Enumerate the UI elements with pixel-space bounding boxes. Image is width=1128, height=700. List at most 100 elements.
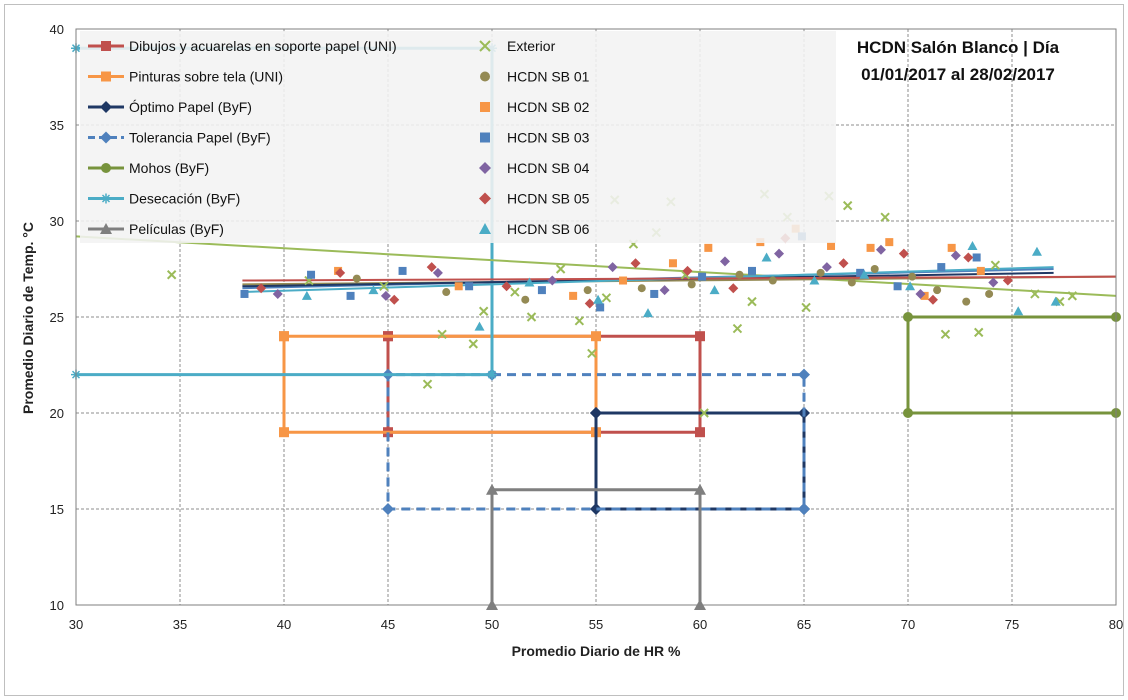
point-series-5 — [963, 252, 974, 263]
point-series-0 — [1067, 291, 1078, 301]
legend-marker — [100, 101, 112, 113]
point-series-5 — [1002, 275, 1013, 286]
point-series-4 — [432, 267, 443, 278]
point-series-3 — [398, 266, 407, 275]
point-series-4 — [774, 248, 785, 259]
trendline-5 — [242, 275, 1117, 282]
point-series-0 — [422, 379, 433, 389]
x-tick-label: 50 — [485, 617, 499, 632]
legend-label: Películas (ByF) — [129, 221, 224, 237]
zone-marker — [798, 503, 810, 515]
point-series-5 — [838, 258, 849, 269]
point-series-3 — [465, 282, 474, 291]
zone-marker — [903, 408, 913, 418]
y-tick-label: 10 — [50, 598, 64, 613]
point-series-6 — [368, 285, 379, 295]
point-series-4 — [821, 262, 832, 273]
point-series-0 — [526, 312, 537, 322]
point-series-1 — [768, 276, 777, 285]
point-series-1 — [985, 289, 994, 298]
legend-label: HCDN SB 03 — [507, 130, 590, 146]
point-series-3 — [856, 268, 865, 277]
point-series-2 — [619, 276, 628, 285]
legend-label: HCDN SB 01 — [507, 69, 590, 85]
point-series-0 — [880, 212, 890, 222]
point-series-6 — [524, 277, 535, 287]
legend-marker — [479, 223, 491, 234]
point-series-0 — [574, 316, 585, 326]
zone-marker — [279, 427, 289, 438]
point-series-3 — [346, 291, 355, 300]
zone-marker — [903, 312, 913, 322]
point-series-2 — [454, 282, 463, 291]
point-series-5 — [256, 283, 267, 294]
legend-marker — [480, 102, 490, 112]
legend-marker — [479, 162, 491, 174]
legend-label: HCDN SB 02 — [507, 99, 590, 115]
point-series-0 — [510, 287, 520, 297]
legend-marker — [480, 71, 490, 82]
legend-marker — [101, 71, 111, 82]
point-series-5 — [501, 281, 512, 292]
point-series-3 — [748, 266, 756, 275]
point-series-2 — [827, 241, 836, 250]
x-tick-label: 70 — [901, 617, 915, 632]
point-series-4 — [988, 277, 999, 288]
point-series-5 — [682, 265, 693, 276]
point-series-5 — [426, 262, 437, 273]
legend-marker — [101, 41, 111, 51]
point-series-3 — [537, 286, 546, 295]
point-series-6 — [967, 240, 978, 250]
point-series-5 — [927, 294, 938, 305]
x-tick-label: 80 — [1109, 617, 1123, 632]
point-series-0 — [974, 327, 984, 338]
zone-marker — [279, 331, 289, 342]
point-series-6 — [761, 252, 772, 262]
legend-label: Tolerancia Papel (ByF) — [129, 130, 271, 146]
zone-marker — [486, 483, 498, 495]
point-series-0 — [437, 329, 447, 339]
y-tick-label: 20 — [50, 406, 64, 421]
point-series-2 — [569, 291, 578, 300]
point-series-2 — [866, 243, 875, 252]
point-series-1 — [816, 268, 825, 277]
point-series-1 — [933, 286, 942, 295]
zone-line-1 — [282, 334, 598, 434]
point-series-6 — [859, 269, 870, 279]
point-series-0 — [699, 408, 709, 418]
zone-line-3 — [386, 373, 806, 511]
point-series-3 — [307, 270, 316, 279]
zone-marker — [590, 407, 602, 419]
point-series-0 — [166, 270, 177, 280]
zone-marker — [382, 503, 394, 515]
point-series-6 — [1050, 296, 1061, 306]
point-series-5 — [630, 258, 641, 269]
point-series-6 — [593, 294, 604, 304]
legend-label: Óptimo Papel (ByF) — [129, 99, 252, 115]
point-series-1 — [735, 270, 744, 279]
zone-marker — [590, 503, 602, 515]
chart-title: HCDN Salón Blanco | Día — [857, 38, 1060, 57]
zone-line-0 — [386, 334, 702, 434]
zone-marker — [798, 368, 810, 381]
point-series-1 — [870, 265, 879, 273]
point-series-6 — [905, 281, 916, 291]
zone-marker — [695, 331, 705, 342]
legend-label: Dibujos y acuarelas en soporte papel (UN… — [129, 38, 397, 54]
y-axis-title: Promedio Diario de Temp. °C — [20, 222, 36, 414]
point-series-0 — [601, 293, 612, 303]
x-tick-label: 60 — [693, 617, 707, 632]
point-series-2 — [947, 243, 956, 252]
point-series-2 — [885, 238, 894, 247]
point-series-3 — [240, 289, 249, 298]
legend-marker — [479, 192, 491, 205]
legend-label: HCDN SB 04 — [507, 160, 590, 176]
point-series-3 — [972, 253, 981, 262]
point-series-0 — [990, 260, 1001, 270]
point-series-3 — [650, 289, 659, 298]
point-series-0 — [747, 296, 757, 307]
legend-marker — [100, 131, 112, 144]
point-series-0 — [940, 329, 951, 339]
x-axis-title: Promedio Diario de HR % — [512, 643, 681, 659]
